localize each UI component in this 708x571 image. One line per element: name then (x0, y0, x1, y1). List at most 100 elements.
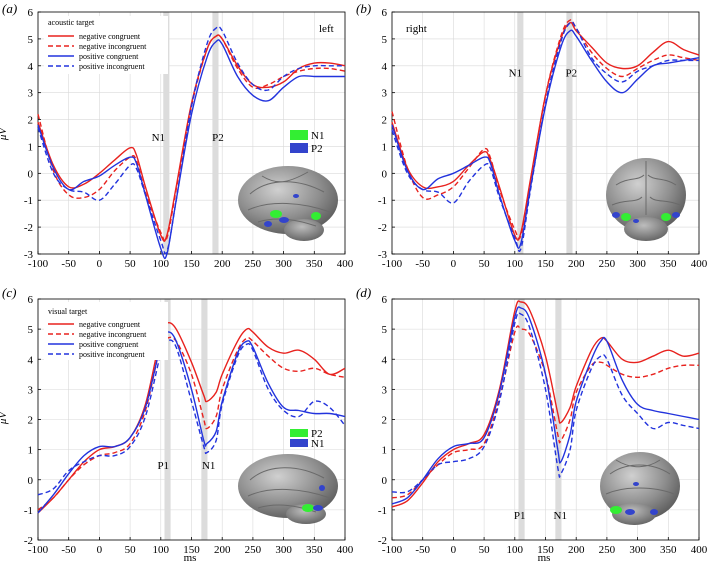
brain-activation-blue (279, 217, 289, 223)
plot-background: -100 -50 0 50 100 150 200 250 300 350 400 -2 -1 0 1 2 3 4… (378, 294, 708, 556)
y-tick-label: -1 (24, 505, 33, 517)
x-tick-label: 150 (183, 544, 200, 556)
series-group (37, 25, 346, 260)
x-tick-label: 100 (507, 258, 524, 270)
y-tick-label: -1 (378, 195, 387, 207)
legend-label: positive congruent (79, 52, 139, 61)
plot-background: -100 -50 0 50 100 150 200 250 300 350 400 -3 -2 -1 0 1 2… (378, 7, 708, 270)
x-tick-label: -100 (382, 258, 403, 270)
series-line-negative-incongruent (391, 325, 700, 499)
x-tick-label: 150 (537, 544, 554, 556)
x-tick-label: 350 (660, 544, 677, 556)
brain-cerebellum (612, 503, 656, 525)
panel-a-annotation-p2: P2 (212, 132, 224, 144)
series-line-negative-congruent (391, 21, 700, 241)
x-tick-label: -100 (382, 544, 403, 556)
panel-b-annotation-p2: P2 (565, 68, 577, 80)
panel-c-legend: visual target negative congruent negativ… (44, 302, 168, 360)
panel-b-corner-label: right (406, 23, 427, 35)
legend-box (44, 302, 168, 360)
x-tick-label: 400 (337, 258, 354, 270)
series-line-positive-congruent (37, 39, 345, 260)
series-group (37, 322, 346, 514)
brain-activation-green (661, 213, 671, 221)
x-tick-label: 250 (599, 258, 616, 270)
brain-activation-blue (672, 212, 680, 218)
shaded-window-n1 (201, 299, 208, 540)
x-tick-label: 250 (599, 544, 616, 556)
panel-a-legend: acoustic target negative congruent negat… (44, 16, 168, 74)
y-tick-label: 0 (382, 475, 388, 487)
x-tick-label: 100 (153, 544, 170, 556)
x-tick-label: 200 (568, 544, 585, 556)
series-group (391, 300, 700, 508)
legend-label: negative congruent (79, 32, 141, 41)
y-tick-label: 6 (382, 7, 388, 19)
panel-c-annotation-p1: P1 (157, 460, 169, 472)
shaded-window-n1 (517, 12, 524, 254)
x-axis-label-left: ms (184, 552, 197, 564)
inset-legend: N1 P2 (290, 130, 324, 155)
inset-legend-label: P2 (311, 428, 323, 440)
y-tick-label: 4 (28, 354, 34, 366)
y-tick-label: -2 (378, 535, 387, 547)
y-tick-label: 5 (28, 34, 34, 46)
y-tick-label: -2 (24, 222, 33, 234)
brain-sulcus (247, 171, 331, 227)
shaded-window-p1 (164, 299, 171, 540)
series-line-negative-incongruent (37, 34, 346, 243)
x-tick-label: 50 (479, 544, 491, 556)
panel-a-annotation-n1: N1 (152, 132, 165, 144)
y-tick-label: 0 (382, 168, 388, 180)
brain-activation-blue (650, 509, 658, 515)
x-tick-label: 50 (125, 544, 137, 556)
legend-box (44, 16, 168, 74)
y-tick-label: 1 (382, 141, 388, 153)
x-tick-label: 350 (306, 258, 323, 270)
panel-a-corner-label: left (319, 23, 334, 35)
inset-swatch-n1 (290, 130, 308, 140)
legend-title: visual target (48, 307, 88, 316)
x-tick-label: 250 (245, 544, 262, 556)
x-tick-label: 250 (245, 258, 262, 270)
y-tick-label: 3 (382, 384, 388, 396)
x-tick-label: 0 (97, 258, 103, 270)
inset-legend: P2 N1 (290, 428, 324, 450)
brain-activation-green (311, 212, 321, 220)
y-tick-label: 1 (382, 445, 388, 457)
y-tick-label: 2 (382, 115, 388, 127)
brain-activation-green (302, 504, 314, 512)
x-tick-label: 200 (568, 258, 585, 270)
panel-d-annotation-n1: N1 (554, 510, 567, 522)
series-line-positive-incongruent (391, 311, 700, 494)
x-tick-label: -50 (61, 258, 76, 270)
panel-d-annotation-p1: P1 (514, 510, 526, 522)
y-tick-label: 3 (28, 384, 34, 396)
series-group (391, 19, 700, 253)
x-tick-label: -50 (415, 258, 430, 270)
x-tick-label: -50 (415, 544, 430, 556)
brain-cortex (238, 454, 338, 518)
series-line-positive-incongruent (37, 339, 346, 496)
y-tick-label: -3 (378, 249, 388, 261)
y-tick-label: 6 (28, 294, 34, 306)
panel-d: -100 -50 0 50 100 150 200 250 300 350 400 -2 -1 0 1 2 3 4… (356, 285, 708, 556)
series-line-positive-congruent (391, 29, 700, 249)
panel-b-annotation-n1: N1 (509, 68, 522, 80)
y-tick-label: 0 (28, 475, 34, 487)
legend-label: positive congruent (79, 340, 139, 349)
x-tick-label: 150 (537, 258, 554, 270)
brain-activation-green (270, 210, 282, 218)
brain-activation-blue (293, 194, 299, 198)
shaded-window-n1 (163, 12, 170, 254)
brain-activation-blue (625, 509, 635, 515)
x-tick-label: 200 (214, 258, 231, 270)
brain-cerebellum (624, 217, 668, 241)
series-line-negative-congruent (37, 34, 346, 242)
y-tick-label: 5 (28, 324, 34, 336)
y-tick-label: -3 (24, 249, 34, 261)
panel-b: -100 -50 0 50 100 150 200 250 300 350 400 -3 -2 -1 0 1 2… (356, 1, 708, 270)
x-tick-label: 300 (275, 544, 292, 556)
shaded-window-p1 (518, 299, 525, 540)
legend-label: negative incongruent (79, 330, 147, 339)
